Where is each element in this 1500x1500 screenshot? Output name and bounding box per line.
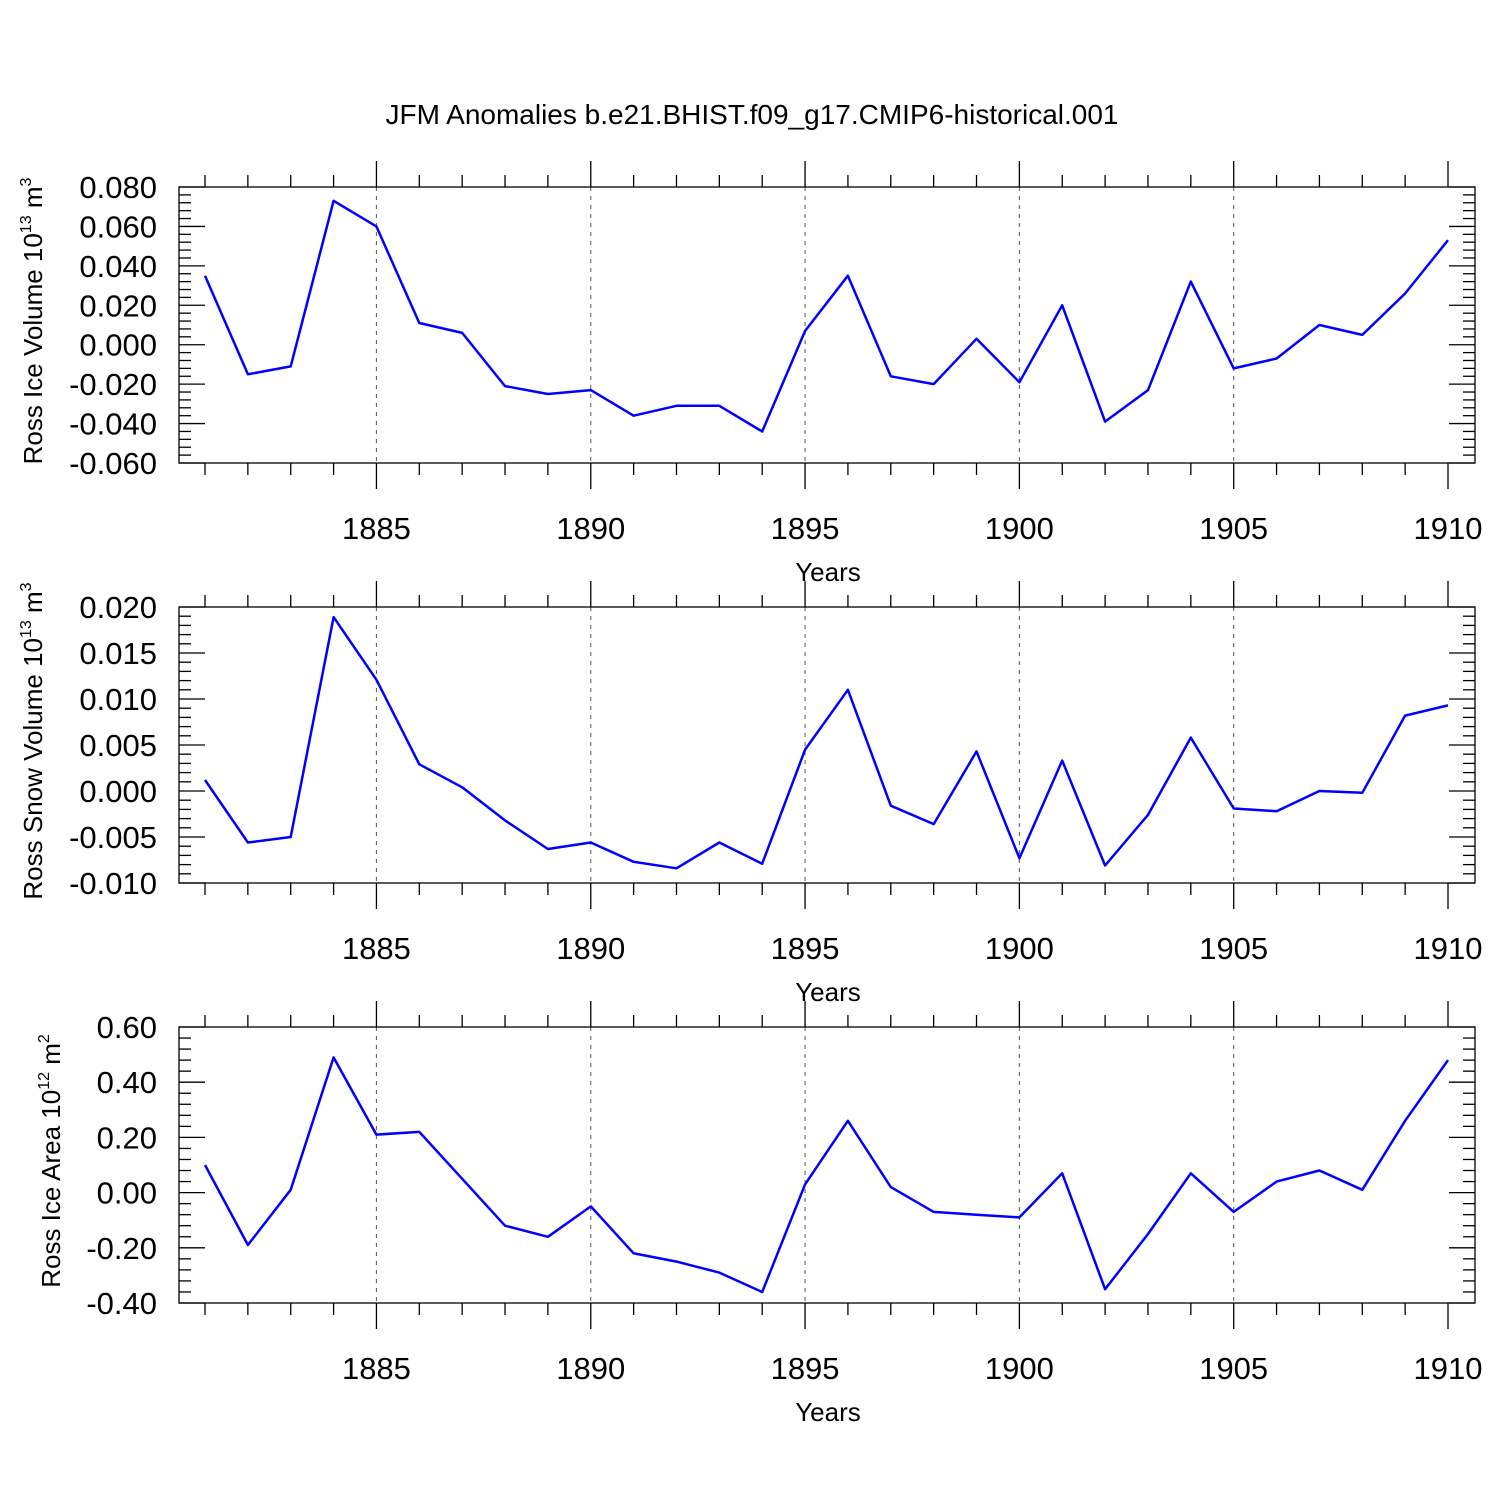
x-tick-label: 1910 <box>1414 931 1483 966</box>
x-tick-label: 1900 <box>985 511 1054 546</box>
figure-title: JFM Anomalies b.e21.BHIST.f09_g17.CMIP6-… <box>385 99 1118 130</box>
x-tick-label: 1890 <box>556 511 625 546</box>
x-tick-label: 1895 <box>771 511 840 546</box>
x-tick-label: 1885 <box>342 511 411 546</box>
y-tick-label: 0.20 <box>97 1120 157 1155</box>
x-tick-label: 1900 <box>985 1351 1054 1386</box>
x-tick-label: 1900 <box>985 931 1054 966</box>
series-line <box>203 615 1449 870</box>
x-tick-label: 1905 <box>1199 931 1268 966</box>
series-line <box>203 199 1449 433</box>
x-tick-label: 1910 <box>1414 511 1483 546</box>
series-line <box>203 1056 1450 1294</box>
x-tick-label: 1905 <box>1199 1351 1268 1386</box>
y-tick-label: 0.040 <box>79 249 157 284</box>
y-tick-label: 0.40 <box>97 1065 157 1100</box>
x-axis-title: Years <box>795 1397 861 1427</box>
y-tick-label: 0.015 <box>79 636 157 671</box>
x-tick-label: 1890 <box>556 1351 625 1386</box>
y-tick-label: 0.080 <box>79 170 157 205</box>
plot-frame <box>178 1026 1476 1304</box>
plot-frame <box>178 186 1476 464</box>
x-tick-label: 1905 <box>1199 511 1268 546</box>
y-tick-label: 0.000 <box>79 774 157 809</box>
y-tick-label: 0.020 <box>79 288 157 323</box>
y-axis-title: Ross Ice Volume 1013 m3 <box>18 177 48 464</box>
x-axis-title: Years <box>795 557 861 587</box>
plot-frame <box>178 606 1476 884</box>
x-tick-label: 1895 <box>771 1351 840 1386</box>
x-axis-title: Years <box>795 977 861 1007</box>
y-tick-label: 0.060 <box>79 209 157 244</box>
y-tick-label: -0.005 <box>69 820 157 855</box>
chart-panel-1: 0.080 0.060 0.040 0.020 0.000 -0.020 -0.040 -0.… <box>18 161 1482 587</box>
y-axis-title: Ross Ice Area 1012 m2 <box>36 1034 66 1288</box>
chart-panel-2: 0.020 0.015 0.010 0.005 0.000 -0.005 -0.010 188… <box>18 581 1482 1007</box>
y-axis-title: Ross Snow Volume 1013 m3 <box>18 582 48 899</box>
y-tick-label: -0.060 <box>69 446 157 481</box>
y-tick-label: -0.010 <box>69 866 157 901</box>
chart-panel-3: 0.60 0.40 0.20 0.00 -0.20 -0.40 1885 1890 1895 19… <box>36 1001 1482 1427</box>
x-tick-label: 1910 <box>1414 1351 1483 1386</box>
chart-panels: 0.080 0.060 0.040 0.020 0.000 -0.020 -0.040 -0.… <box>18 161 1482 1427</box>
x-tick-label: 1885 <box>342 1351 411 1386</box>
y-tick-label: 0.60 <box>97 1010 157 1045</box>
y-tick-label: 0.00 <box>97 1176 157 1211</box>
x-tick-label: 1890 <box>556 931 625 966</box>
y-tick-label: 0.010 <box>79 682 157 717</box>
y-tick-label: -0.020 <box>69 367 157 402</box>
y-tick-label: 0.005 <box>79 728 157 763</box>
y-tick-label: -0.40 <box>86 1286 157 1321</box>
x-tick-label: 1885 <box>342 931 411 966</box>
y-tick-label: -0.040 <box>69 407 157 442</box>
y-tick-label: 0.020 <box>79 590 157 625</box>
x-tick-label: 1895 <box>771 931 840 966</box>
y-tick-label: -0.20 <box>86 1231 157 1266</box>
y-tick-label: 0.000 <box>79 328 157 363</box>
